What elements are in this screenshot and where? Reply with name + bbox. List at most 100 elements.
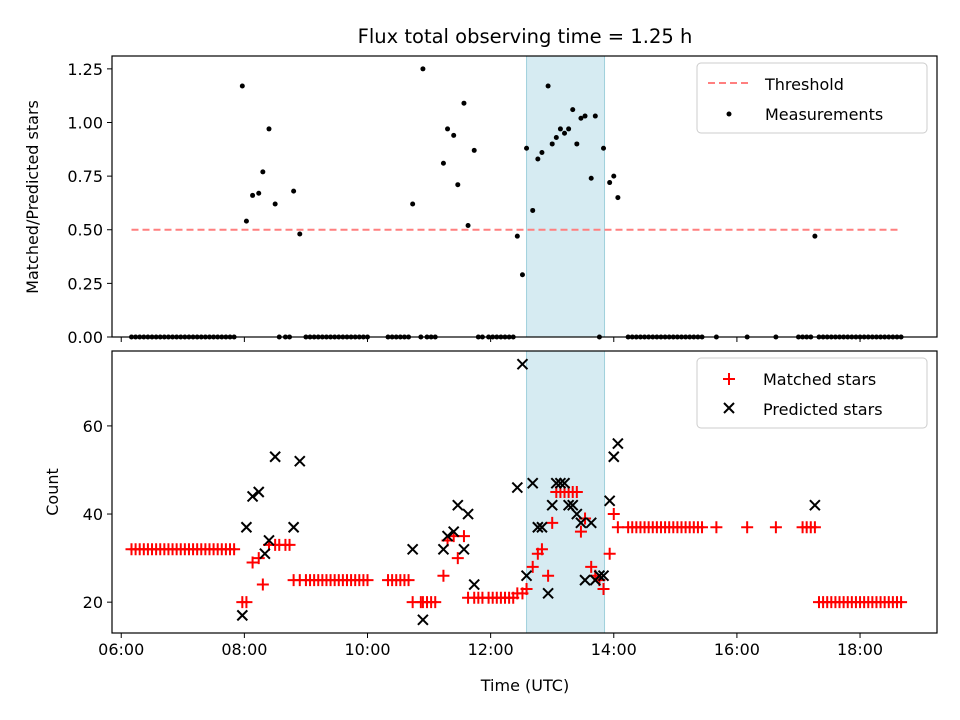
matched-stars-point bbox=[574, 525, 587, 538]
measurements-point bbox=[524, 145, 530, 151]
matched-stars-point bbox=[611, 521, 624, 534]
ytick-label: 0.50 bbox=[67, 221, 103, 240]
predicted-stars-point bbox=[263, 534, 275, 547]
measurements-point bbox=[582, 113, 588, 119]
matched-stars-point bbox=[402, 574, 415, 587]
measurements-point bbox=[574, 141, 580, 147]
predicted-stars-point bbox=[437, 543, 450, 555]
measurements-point bbox=[471, 147, 477, 153]
measurements-point bbox=[239, 83, 245, 89]
matched-stars-point bbox=[710, 521, 723, 534]
matched-stars-point bbox=[526, 560, 539, 573]
measurements-point bbox=[519, 272, 525, 278]
measurements-point bbox=[272, 201, 278, 207]
xtick-label: 12:00 bbox=[468, 640, 514, 659]
matched-stars-point bbox=[597, 582, 610, 595]
matched-stars-point bbox=[457, 530, 470, 543]
predicted-stars-point bbox=[809, 499, 821, 511]
xtick-label: 18:00 bbox=[837, 640, 883, 659]
measurements-point bbox=[545, 83, 551, 89]
legend-threshold-label: Threshold bbox=[764, 75, 844, 94]
matched-stars-point bbox=[256, 578, 269, 591]
predicted-stars-point bbox=[571, 508, 583, 520]
measurements-point bbox=[297, 231, 303, 237]
ytick-label: 0.25 bbox=[67, 274, 103, 293]
ytick-label: 20 bbox=[83, 593, 103, 612]
predicted-stars-point bbox=[546, 499, 558, 511]
predicted-stars-point bbox=[520, 570, 533, 582]
top-panel: 0.00 0.25 0.50 0.75 1.00 1.25 Matched/Predict… bbox=[23, 55, 938, 347]
predicted-stars-point bbox=[603, 495, 616, 507]
measurements-point bbox=[266, 126, 272, 132]
measurements-point bbox=[243, 218, 249, 224]
predicted-stars-point bbox=[452, 499, 464, 511]
predicted-stars-point bbox=[562, 499, 575, 511]
matched-stars-point bbox=[603, 547, 616, 560]
matched-stars-point bbox=[283, 538, 296, 551]
measurements-point bbox=[465, 222, 471, 228]
measurements-point bbox=[291, 188, 297, 194]
ytick-label: 0.00 bbox=[67, 328, 103, 347]
measurements-point bbox=[461, 100, 467, 106]
xtick-label: 06:00 bbox=[98, 640, 144, 659]
matched-stars-point bbox=[437, 569, 450, 582]
predicted-stars-point bbox=[527, 477, 539, 489]
matched-stars-point bbox=[228, 543, 241, 556]
bottom-legend: Matched stars Predicted stars bbox=[696, 357, 928, 429]
bottom-ylabel: Count bbox=[43, 468, 62, 516]
measurements-point bbox=[260, 169, 266, 175]
measurements-point bbox=[557, 126, 563, 132]
predicted-stars-point bbox=[294, 455, 306, 467]
matched-stars-point bbox=[895, 596, 908, 609]
predicted-stars-point bbox=[240, 521, 253, 533]
matched-stars-point bbox=[542, 569, 555, 582]
matched-stars-point bbox=[585, 560, 598, 573]
matched-stars-point bbox=[607, 508, 620, 521]
matched-stars-point bbox=[361, 574, 374, 587]
matched-stars-point bbox=[451, 552, 464, 565]
predicted-stars-point bbox=[253, 486, 265, 498]
measurements-point bbox=[455, 182, 461, 188]
top-ylabel: Matched/Predicted stars bbox=[23, 100, 42, 294]
matched-stars-point bbox=[570, 486, 583, 498]
predicted-stars-point bbox=[259, 547, 271, 560]
predicted-stars-point bbox=[612, 437, 624, 450]
ytick-label: 40 bbox=[83, 505, 103, 524]
matched-stars-point bbox=[696, 521, 709, 534]
measurements-point bbox=[530, 207, 536, 213]
xtick-label: 14:00 bbox=[591, 640, 637, 659]
bottom-xlabel: Time (UTC) bbox=[480, 676, 569, 695]
predicted-stars-point bbox=[236, 609, 249, 622]
measurements-point bbox=[615, 195, 621, 201]
measurements-point bbox=[440, 160, 446, 166]
measurements-point bbox=[607, 180, 613, 186]
predicted-stars-point bbox=[558, 477, 571, 489]
measurements-point bbox=[592, 113, 598, 119]
predicted-stars-point bbox=[567, 499, 579, 511]
predicted-stars-point bbox=[511, 481, 524, 494]
predicted-stars-point bbox=[585, 517, 597, 529]
predicted-stars-point bbox=[447, 525, 460, 538]
measurements-point bbox=[539, 150, 545, 156]
matched-stars-point bbox=[240, 596, 253, 609]
matched-stars-point bbox=[546, 516, 559, 529]
predicted-stars-point bbox=[542, 587, 554, 600]
ytick-label: 1.00 bbox=[67, 113, 103, 132]
matched-stars-point bbox=[808, 521, 821, 534]
legend-measurements-label: Measurements bbox=[765, 105, 883, 124]
measurements-point bbox=[549, 141, 555, 147]
matched-stars-point bbox=[520, 582, 533, 595]
measurements-point bbox=[451, 132, 457, 138]
measurements-point bbox=[570, 107, 576, 113]
matched-stars-point bbox=[769, 521, 782, 534]
legend-measurements-swatch bbox=[726, 111, 732, 117]
measurements-point bbox=[250, 192, 256, 198]
observing-window-span bbox=[526, 55, 606, 338]
legend-matched-swatch bbox=[723, 373, 735, 385]
legend-predicted-swatch bbox=[723, 402, 735, 414]
predicted-stars-point bbox=[458, 543, 470, 555]
measurements-point bbox=[256, 190, 262, 196]
measurements-point bbox=[812, 233, 818, 239]
predicted-stars-point bbox=[287, 521, 300, 533]
